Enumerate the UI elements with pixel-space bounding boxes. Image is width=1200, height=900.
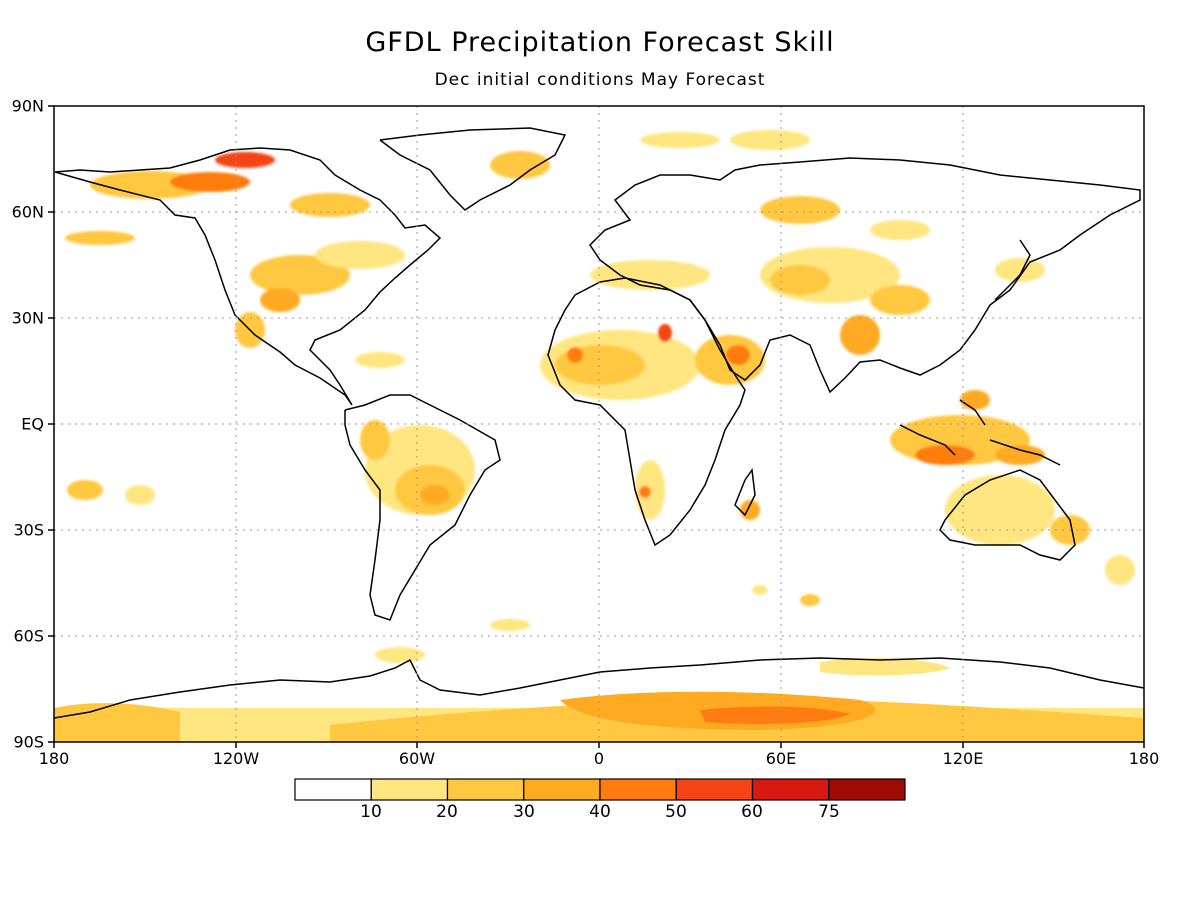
south-america-coast: [344, 394, 501, 621]
lon-label-60w: 60W: [398, 749, 436, 768]
chart-subtitle: Dec initial conditions May Forecast: [434, 70, 766, 90]
lon-label-60e: 60E: [765, 749, 797, 768]
colorbar-label: 20: [436, 802, 458, 822]
lat-label-90n: 90N: [11, 96, 44, 116]
colorbar-label: 50: [665, 802, 687, 822]
madagascar-coast: [734, 467, 756, 517]
lat-label-30s: 30S: [13, 520, 44, 540]
colorbar-swatch: [446, 778, 525, 801]
lon-label-180e: 180: [1128, 749, 1160, 768]
colorbar: [294, 778, 906, 801]
australia-coast: [939, 469, 1076, 561]
colorbar-label: 60: [741, 802, 763, 822]
colorbar-label: 10: [360, 802, 382, 822]
maritime-continent-coast: [899, 399, 1061, 466]
colorbar-swatch: [751, 778, 830, 801]
colorbar-label: 75: [818, 802, 840, 822]
japan-coast: [994, 239, 1031, 301]
lat-label-60n: 60N: [11, 202, 44, 222]
colorbar-swatch: [675, 778, 754, 801]
colorbar-swatch: [370, 778, 449, 801]
skill-patches: [65, 130, 1135, 663]
lon-label-0: 0: [593, 749, 605, 768]
grid-lines: [54, 106, 1144, 742]
colorbar-swatch: [599, 778, 677, 801]
colorbar-swatch: [294, 778, 372, 801]
lat-label-30n: 30N: [11, 308, 44, 328]
axis-ticks: [48, 105, 1145, 748]
colorbar-label: 30: [513, 802, 535, 822]
lon-label-120e: 120E: [942, 749, 984, 768]
lat-label-60s: 60S: [13, 626, 44, 646]
colorbar-swatch: [828, 778, 906, 801]
lat-label-eq: EQ: [21, 414, 44, 434]
colorbar-swatch: [523, 778, 601, 801]
antarctica-coast: [54, 657, 1144, 719]
north-america-coast: [54, 147, 442, 406]
lon-label-180w: 180: [38, 749, 70, 768]
greenland-coast: [379, 127, 567, 211]
coastlines: [54, 127, 1144, 719]
lon-label-120w: 120W: [212, 749, 260, 768]
colorbar-label: 40: [589, 802, 611, 822]
eurasia-coast: [589, 157, 1141, 394]
chart-title: GFDL Precipitation Forecast Skill: [365, 27, 835, 58]
lat-label-90s: 90S: [13, 732, 44, 752]
